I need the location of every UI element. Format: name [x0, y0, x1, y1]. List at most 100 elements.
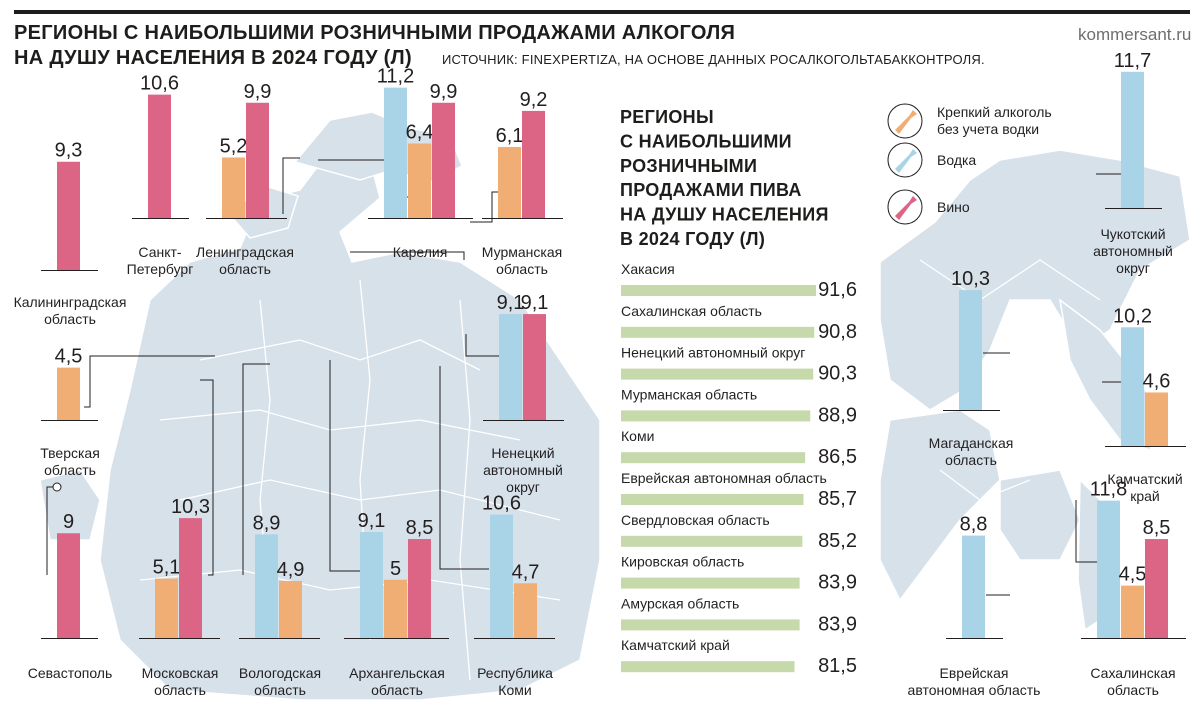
map-border — [919, 259, 1101, 301]
region-name-label: область — [154, 682, 206, 698]
beer-value-label: 83,9 — [818, 572, 857, 594]
value-label-vodka: 8,8 — [960, 514, 988, 536]
beer-bar — [621, 326, 815, 338]
legend-label: Водка — [937, 152, 976, 168]
value-label-wine: 8,5 — [406, 517, 434, 539]
region-name-label: Ненецкий — [491, 445, 554, 461]
source-note: ИСТОЧНИК: FINEXPERTIZA, НА ОСНОВЕ ДАННЫХ… — [442, 52, 985, 67]
beer-category-label: Мурманская область — [621, 386, 757, 402]
bar-strong — [1145, 392, 1168, 446]
bar-vodka — [1121, 71, 1144, 208]
map-shape — [879, 409, 1001, 602]
value-label-wine: 10,3 — [171, 496, 210, 518]
region-name-label: Камчатский — [1107, 471, 1182, 487]
region-name-label: область — [44, 311, 96, 327]
top-rule — [14, 10, 1190, 14]
region-name-label: Карелия — [393, 244, 448, 260]
map-shape — [879, 149, 1191, 411]
region-name-label: Магаданская — [929, 435, 1014, 451]
bar-strong — [514, 583, 537, 638]
beer-chart-title-line: В 2024 ГОДУ (Л) — [620, 229, 765, 249]
region-bar-group: 10,6 Санкт-Петербург — [127, 73, 194, 277]
beer-bar — [621, 452, 806, 464]
beer-chart: РЕГИОНЫ С НАИБОЛЬШИМИ РОЗНИЧНЫМИ ПРОДАЖАМИ … — [620, 107, 857, 677]
beer-value-label: 85,2 — [818, 530, 857, 552]
beer-bar — [621, 494, 804, 505]
beer-value-label: 91,6 — [818, 279, 857, 301]
value-label-strong: 5 — [390, 558, 401, 580]
value-label-vodka: 9,1 — [497, 292, 525, 314]
strong-alcohol-bottle-icon — [895, 110, 917, 134]
legend-label: без учета водки — [937, 121, 1039, 137]
beer-value-label: 86,5 — [818, 446, 857, 468]
region-name-label: Московская — [142, 665, 219, 681]
connector-line — [46, 486, 55, 575]
connector-line — [1075, 500, 1097, 563]
value-label-vodka: 11,8 — [1090, 479, 1127, 501]
value-label-vodka: 10,6 — [482, 493, 521, 515]
map-border — [939, 469, 1031, 501]
bar-vodka — [1097, 500, 1120, 638]
value-label-vodka: 9,1 — [358, 510, 386, 532]
value-label-strong: 6,4 — [406, 122, 434, 144]
connector-line — [282, 157, 300, 214]
beer-category-label: Амурская область — [621, 595, 739, 611]
wine-bottle-icon — [895, 196, 917, 220]
beer-bar — [621, 577, 800, 589]
region-bar-group: 9 Севастополь — [28, 511, 113, 681]
connector-line — [465, 334, 500, 357]
value-label-wine: 9,3 — [55, 140, 83, 162]
bar-wine — [57, 161, 80, 270]
value-label-vodka: 10,2 — [1113, 305, 1152, 327]
beer-value-label: 90,3 — [818, 363, 857, 385]
region-name-label: Чукотский — [1100, 226, 1165, 242]
value-label-wine: 9,9 — [244, 81, 272, 103]
region-name-label: Вологодская — [239, 665, 321, 681]
region-connector-lines — [46, 157, 1133, 596]
value-label-wine: 9,9 — [430, 81, 458, 103]
beer-bar — [621, 285, 816, 296]
value-label-strong: 5,1 — [153, 557, 181, 579]
region-name-label: Ленинградская — [196, 244, 294, 260]
value-label-strong: 4,6 — [1143, 370, 1171, 392]
beer-value-label: 83,9 — [818, 613, 857, 635]
connector-line — [439, 366, 489, 570]
region-name-label: автономный — [1093, 243, 1173, 259]
region-name-label: Калининградская — [14, 294, 127, 310]
region-name-label: округ — [1116, 260, 1150, 276]
brand-link[interactable]: kommersant.ru — [1078, 25, 1192, 44]
beer-value-label: 88,9 — [818, 404, 857, 426]
region-name-label: Санкт- — [138, 244, 181, 260]
value-label-strong: 4,5 — [55, 346, 83, 368]
beer-category-label: Камчатский край — [621, 637, 730, 653]
bar-vodka — [962, 535, 985, 638]
beer-category-label: Свердловская область — [621, 512, 770, 528]
value-label-strong: 4,7 — [512, 561, 540, 583]
region-name-label: Севастополь — [28, 665, 113, 681]
bar-wine — [148, 94, 171, 218]
page-title-line-1: РЕГИОНЫ С НАИБОЛЬШИМИ РОЗНИЧНЫМИ ПРОДАЖА… — [14, 22, 736, 44]
beer-chart-title-line: ПРОДАЖАМИ ПИВА — [620, 180, 802, 200]
page-title-line-2: НА ДУШУ НАСЕЛЕНИЯ В 2024 ГОДУ (Л) — [14, 47, 412, 69]
region-name-label: Тверская — [40, 445, 100, 461]
bar-wine — [432, 102, 455, 218]
value-label-wine: 10,6 — [140, 73, 179, 95]
bar-vodka — [255, 534, 278, 638]
map-shape — [999, 469, 1081, 561]
value-label-strong: 6,1 — [496, 125, 524, 147]
region-name-label: область — [945, 452, 997, 468]
beer-category-label: Кировская область — [621, 554, 744, 570]
map-border — [199, 339, 481, 371]
beer-bar — [621, 410, 811, 422]
value-label-strong: 4,9 — [277, 559, 305, 581]
region-name-label: область — [371, 682, 423, 698]
connector-line — [200, 379, 214, 576]
